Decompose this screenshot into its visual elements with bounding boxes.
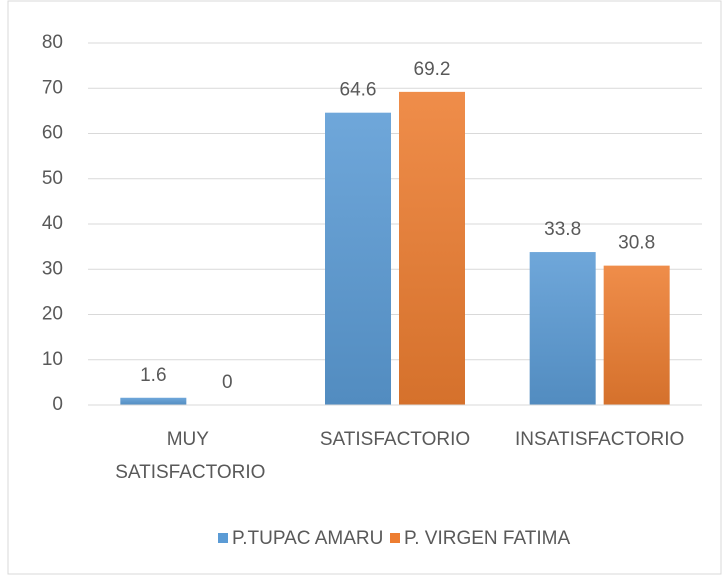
legend-label: P. VIRGEN FATIMA — [404, 528, 570, 549]
value-label: 0 — [222, 372, 233, 393]
bar — [120, 397, 187, 405]
y-tick-label: 70 — [42, 77, 63, 98]
y-tick-label: 10 — [42, 349, 63, 370]
y-tick-label: 50 — [42, 168, 63, 189]
x-tick-label: SATISFACTORIO — [320, 429, 470, 450]
value-label: 69.2 — [414, 59, 451, 80]
y-tick-label: 40 — [42, 213, 63, 234]
y-tick-label: 0 — [52, 394, 63, 415]
value-label: 33.8 — [544, 219, 581, 240]
legend-swatch — [390, 533, 400, 543]
legend-swatch — [218, 533, 228, 543]
legend-label: P.TUPAC AMARU — [232, 528, 383, 549]
bar — [325, 112, 391, 405]
bar — [603, 265, 670, 405]
y-tick-label: 30 — [42, 258, 63, 279]
y-tick-label: 80 — [42, 32, 63, 53]
x-tick-label: INSATISFACTORIO — [515, 429, 684, 450]
value-label: 30.8 — [618, 233, 655, 254]
bar — [529, 252, 596, 405]
value-label: 1.6 — [140, 365, 166, 386]
x-tick-label: MUY SATISFACTORIO — [115, 429, 265, 483]
y-tick-label: 20 — [42, 304, 63, 325]
bar — [399, 91, 465, 406]
y-tick-label: 60 — [42, 123, 63, 144]
value-label: 64.6 — [340, 80, 377, 101]
